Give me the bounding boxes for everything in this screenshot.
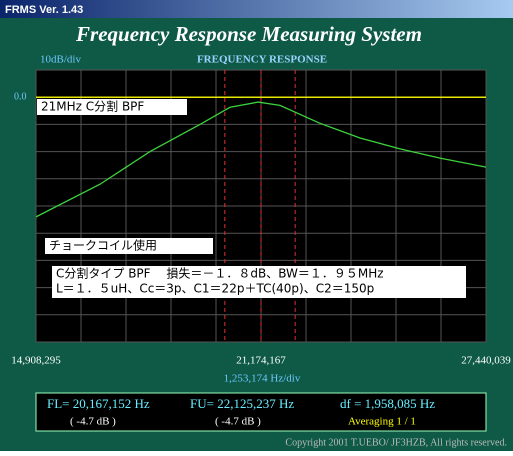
- annotation: チョークコイル使用: [49, 238, 157, 253]
- fu-db: ( -4.7 dB ): [215, 416, 261, 428]
- x-tick-label: 21,174,167: [236, 355, 286, 367]
- info-box: [35, 392, 487, 432]
- y-tick-label: 0.0: [14, 91, 27, 102]
- y-unit: 10dB/div: [40, 54, 81, 66]
- response-curve: [35, 101, 487, 218]
- fl-db: ( -4.7 dB ): [70, 416, 116, 428]
- df-label: df = 1,958,085 Hz: [340, 396, 435, 411]
- window-title: FRMS Ver. 1.43: [5, 4, 83, 16]
- copyright: Copyright 2001 T.UEBO/ JF3HZB, All right…: [285, 437, 507, 448]
- title-bar: [0, 0, 513, 18]
- fu-label: FU= 22,125,237 Hz: [190, 396, 294, 411]
- x-unit: 1,253,174 Hz/div: [224, 373, 301, 385]
- annotation: 21MHz C分割 BPF: [41, 99, 144, 114]
- averaging: Averaging 1 / 1: [348, 416, 416, 428]
- annotation-box: [52, 266, 466, 298]
- annotation: C分割タイプ BPF 損失＝－１．８dB、BW＝１．９５MHz: [56, 266, 384, 281]
- fl-label: FL= 20,167,152 Hz: [47, 396, 150, 411]
- annotation-box: [45, 238, 213, 254]
- chart-title: FREQUENCY RESPONSE: [197, 54, 327, 66]
- annotation: L＝１．５uH、Cc＝3p、C1＝22p＋TC(40p)、C2＝150p: [56, 282, 374, 296]
- x-tick-label: 27,440,039: [461, 355, 511, 367]
- app-title: Frequency Response Measuring System: [75, 22, 422, 46]
- annotation-box: [37, 99, 187, 115]
- x-tick-label: 14,908,295: [11, 355, 61, 367]
